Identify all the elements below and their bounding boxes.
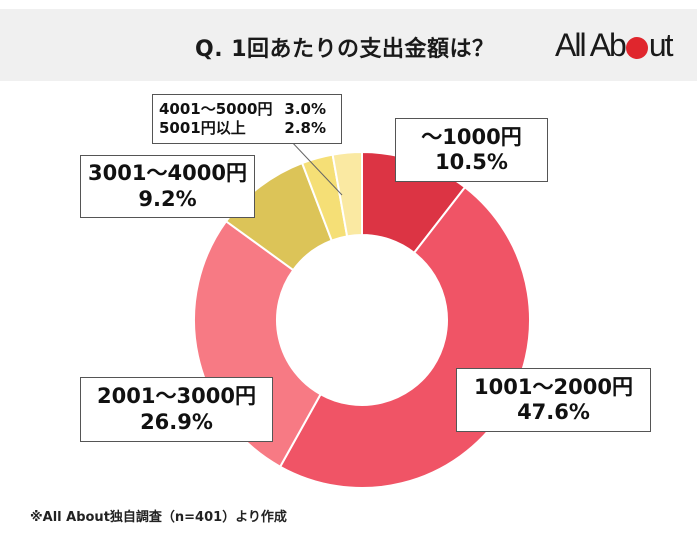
label-3001-4000: 3001〜4000円 9.2% <box>80 155 255 218</box>
footnote: ※All About独自調査（n=401）より作成 <box>30 510 287 525</box>
label-small-slices: 4001〜5000円 3.0% 5001円以上 2.8% <box>152 94 342 144</box>
logo-text-prefix: All Ab <box>555 26 627 63</box>
header-bar: Q. 1回あたりの支出金額は？ All Ab ut <box>0 9 697 81</box>
label-under-1000: 〜1000円 10.5% <box>395 118 548 182</box>
label-1001-2000: 1001〜2000円 47.6% <box>456 368 651 432</box>
donut-slice <box>331 150 363 238</box>
chart-title: Q. 1回あたりの支出金額は？ <box>195 37 495 62</box>
label-row-4001-5000: 4001〜5000円 3.0% <box>159 99 326 118</box>
label-row-5001-over: 5001円以上 2.8% <box>159 119 326 137</box>
allabout-logo: All Ab ut <box>555 26 674 63</box>
label-2001-3000: 2001〜3000円 26.9% <box>80 377 273 442</box>
logo-red-dot-icon <box>625 37 648 59</box>
logo-text-suffix: ut <box>648 26 674 63</box>
leader-line <box>289 139 343 196</box>
